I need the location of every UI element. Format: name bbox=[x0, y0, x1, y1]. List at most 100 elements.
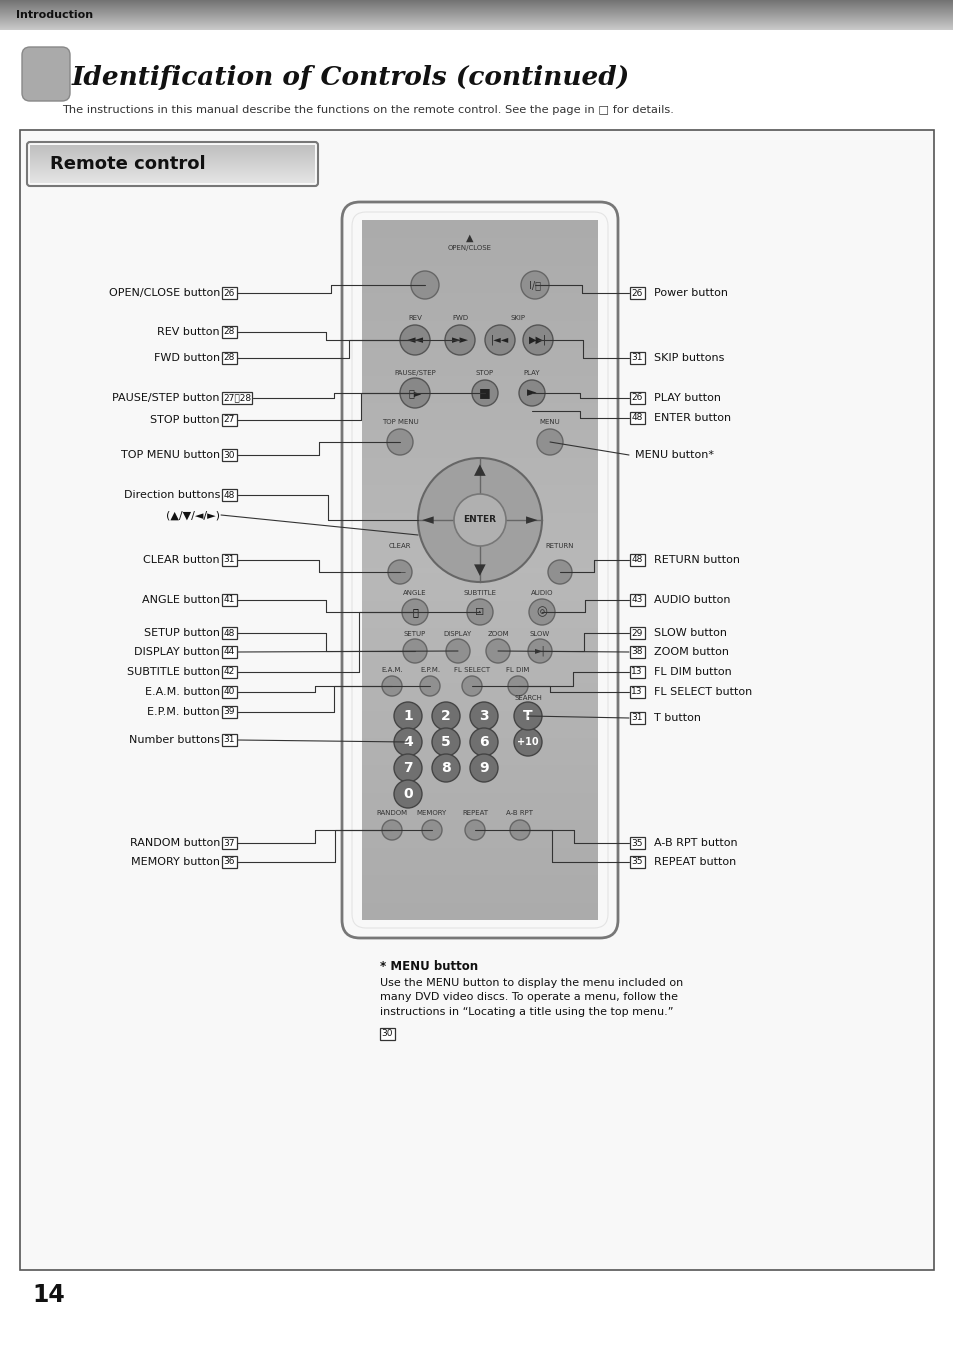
Text: |◄◄: |◄◄ bbox=[491, 334, 509, 345]
Text: The instructions in this manual describe the functions on the remote control. Se: The instructions in this manual describe… bbox=[62, 105, 673, 115]
Circle shape bbox=[514, 702, 541, 731]
Circle shape bbox=[454, 493, 505, 546]
Text: STOP button: STOP button bbox=[151, 415, 220, 425]
Text: E.A.M.: E.A.M. bbox=[381, 667, 402, 673]
FancyBboxPatch shape bbox=[629, 712, 644, 724]
Text: Use the MENU button to display the menu included on
many DVD video discs. To ope: Use the MENU button to display the menu … bbox=[379, 979, 682, 1016]
Text: 42: 42 bbox=[223, 667, 234, 677]
Text: I/⏻: I/⏻ bbox=[529, 280, 540, 290]
Circle shape bbox=[399, 325, 430, 355]
Circle shape bbox=[432, 728, 459, 756]
Text: SKIP buttons: SKIP buttons bbox=[654, 353, 724, 363]
FancyBboxPatch shape bbox=[221, 392, 252, 404]
Circle shape bbox=[518, 380, 544, 406]
Text: +10: +10 bbox=[517, 737, 538, 747]
Circle shape bbox=[484, 325, 515, 355]
Text: MENU button*: MENU button* bbox=[635, 450, 713, 460]
FancyBboxPatch shape bbox=[629, 352, 644, 364]
FancyBboxPatch shape bbox=[629, 837, 644, 849]
Text: 9: 9 bbox=[478, 762, 488, 775]
Text: * MENU button: * MENU button bbox=[379, 960, 477, 973]
Circle shape bbox=[467, 599, 493, 625]
FancyBboxPatch shape bbox=[221, 856, 236, 868]
Text: SKIP: SKIP bbox=[510, 315, 525, 321]
FancyBboxPatch shape bbox=[221, 733, 236, 747]
Text: 13: 13 bbox=[631, 687, 642, 697]
Text: 6: 6 bbox=[478, 735, 488, 749]
FancyBboxPatch shape bbox=[379, 1027, 395, 1041]
FancyBboxPatch shape bbox=[221, 666, 236, 678]
Text: REV button: REV button bbox=[157, 328, 220, 337]
Text: ▶▶|: ▶▶| bbox=[528, 334, 547, 345]
FancyBboxPatch shape bbox=[221, 554, 236, 566]
Text: DISPLAY: DISPLAY bbox=[443, 631, 472, 638]
Text: FL DIM button: FL DIM button bbox=[654, 667, 731, 677]
Text: 27: 27 bbox=[223, 415, 234, 425]
Text: 31: 31 bbox=[223, 736, 234, 744]
Text: 5: 5 bbox=[440, 735, 451, 749]
Text: 3: 3 bbox=[478, 709, 488, 723]
Text: RETURN: RETURN bbox=[545, 543, 574, 549]
Circle shape bbox=[470, 702, 497, 731]
Circle shape bbox=[394, 728, 421, 756]
FancyBboxPatch shape bbox=[22, 47, 70, 101]
Text: 26: 26 bbox=[631, 394, 642, 403]
Text: A-B RPT button: A-B RPT button bbox=[654, 838, 738, 848]
Text: FL SELECT: FL SELECT bbox=[454, 667, 490, 673]
Text: 4: 4 bbox=[403, 735, 413, 749]
Circle shape bbox=[417, 458, 541, 582]
Text: Identification of Controls (continued): Identification of Controls (continued) bbox=[71, 66, 630, 90]
Circle shape bbox=[507, 675, 527, 696]
Text: SLOW button: SLOW button bbox=[654, 628, 726, 638]
Text: FL DIM: FL DIM bbox=[506, 667, 529, 673]
Text: CLEAR: CLEAR bbox=[388, 543, 411, 549]
Text: ◎: ◎ bbox=[536, 605, 547, 619]
Text: MEMORY: MEMORY bbox=[416, 810, 447, 816]
Circle shape bbox=[444, 325, 475, 355]
Text: 28: 28 bbox=[223, 353, 234, 363]
Circle shape bbox=[470, 754, 497, 782]
Text: ⏸►: ⏸► bbox=[408, 388, 421, 398]
FancyBboxPatch shape bbox=[221, 449, 236, 461]
Circle shape bbox=[510, 820, 530, 840]
Text: STOP: STOP bbox=[476, 369, 494, 376]
Circle shape bbox=[529, 599, 555, 625]
Circle shape bbox=[394, 754, 421, 782]
Text: A-B RPT: A-B RPT bbox=[506, 810, 533, 816]
Text: T button: T button bbox=[654, 713, 700, 723]
FancyBboxPatch shape bbox=[221, 837, 236, 849]
Text: AUDIO: AUDIO bbox=[530, 590, 553, 596]
Text: 38: 38 bbox=[631, 647, 642, 656]
Text: ▼: ▼ bbox=[474, 562, 485, 577]
Text: 48: 48 bbox=[631, 555, 642, 565]
FancyBboxPatch shape bbox=[629, 554, 644, 566]
Circle shape bbox=[485, 639, 510, 663]
FancyBboxPatch shape bbox=[221, 352, 236, 364]
FancyBboxPatch shape bbox=[221, 706, 236, 718]
Text: (▲/▼/◄/►): (▲/▼/◄/►) bbox=[166, 510, 220, 520]
Circle shape bbox=[401, 599, 428, 625]
FancyBboxPatch shape bbox=[629, 646, 644, 658]
FancyBboxPatch shape bbox=[221, 287, 236, 299]
Text: 30: 30 bbox=[223, 450, 234, 460]
Text: 7: 7 bbox=[403, 762, 413, 775]
Text: RANDOM: RANDOM bbox=[376, 810, 407, 816]
Circle shape bbox=[399, 377, 430, 408]
Text: —: — bbox=[394, 568, 405, 577]
Circle shape bbox=[514, 728, 541, 756]
Circle shape bbox=[472, 380, 497, 406]
Text: DISPLAY button: DISPLAY button bbox=[134, 647, 220, 656]
Text: Direction buttons: Direction buttons bbox=[124, 491, 220, 500]
FancyBboxPatch shape bbox=[629, 856, 644, 868]
Text: ►►: ►► bbox=[451, 336, 468, 345]
FancyBboxPatch shape bbox=[629, 666, 644, 678]
Circle shape bbox=[432, 702, 459, 731]
Text: REPEAT: REPEAT bbox=[461, 810, 488, 816]
Text: REV: REV bbox=[408, 315, 421, 321]
Text: RETURN button: RETURN button bbox=[654, 555, 740, 565]
Text: ►: ► bbox=[527, 387, 537, 399]
Circle shape bbox=[394, 702, 421, 731]
Circle shape bbox=[411, 271, 438, 299]
Text: 35: 35 bbox=[631, 838, 642, 848]
Circle shape bbox=[537, 429, 562, 456]
